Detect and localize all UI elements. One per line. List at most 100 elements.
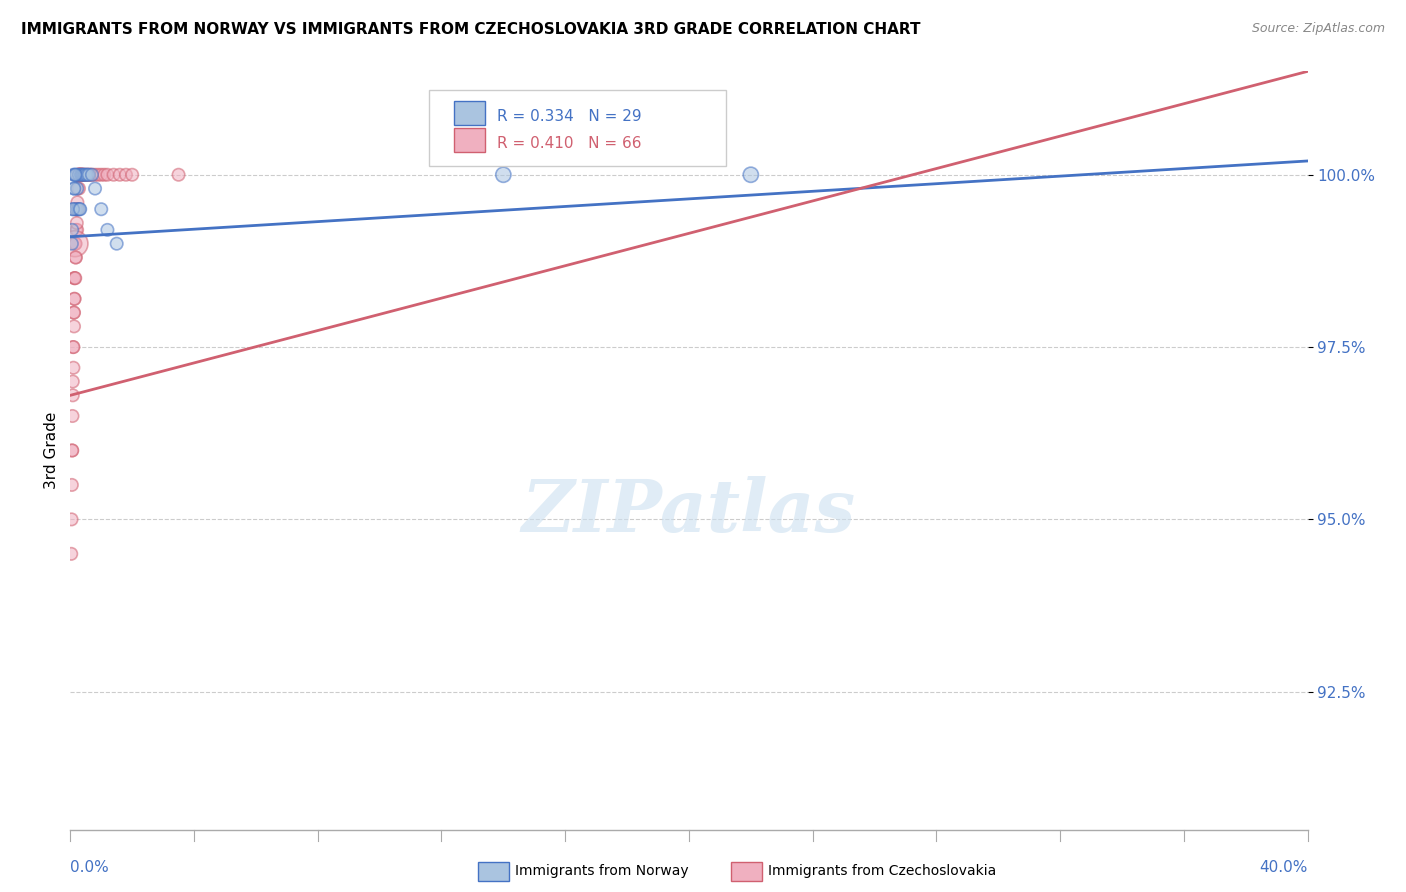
Point [70,168,93,182]
Text: R = 0.410   N = 66: R = 0.410 N = 66 [498,136,641,151]
Point [67,202,90,217]
Point [80,168,103,182]
Point [63,236,86,251]
Text: Immigrants from Norway: Immigrants from Norway [515,864,688,879]
Point [67,168,90,182]
Point [63,236,86,251]
Point [72,168,94,182]
Point [62,305,84,319]
Point [65,168,87,182]
Point [70,168,93,182]
Point [90,168,112,182]
Point [62,202,84,217]
Point [65,223,87,237]
Point [60,443,83,458]
Point [63,271,86,285]
Text: ZIPatlas: ZIPatlas [522,475,856,547]
Point [66,216,89,230]
Text: Source: ZipAtlas.com: Source: ZipAtlas.com [1251,22,1385,36]
Point [72,168,94,182]
Point [67,168,90,182]
Point [77,168,100,182]
Point [60,478,83,492]
Point [66,181,89,195]
Point [105,236,128,251]
Point [62,409,84,423]
Point [84,168,107,182]
Point [121,168,143,182]
Point [76,168,98,182]
Point [63,181,86,195]
Point [62,168,84,182]
Point [79,168,101,182]
Y-axis label: 3rd Grade: 3rd Grade [44,412,59,489]
Point [63,181,86,195]
FancyBboxPatch shape [429,90,725,166]
Point [87,168,110,182]
Text: Immigrants from Czechoslovakia: Immigrants from Czechoslovakia [768,864,995,879]
Point [60,443,83,458]
Point [65,202,87,217]
Point [73,168,96,182]
Point [492,168,515,182]
Point [65,202,87,217]
Point [103,168,125,182]
Point [65,168,87,182]
Point [60,512,83,526]
Point [65,236,87,251]
Point [67,168,90,182]
Text: 40.0%: 40.0% [1260,860,1308,875]
Point [73,168,96,182]
Point [93,168,115,182]
Text: IMMIGRANTS FROM NORWAY VS IMMIGRANTS FROM CZECHOSLOVAKIA 3RD GRADE CORRELATION C: IMMIGRANTS FROM NORWAY VS IMMIGRANTS FRO… [21,22,921,37]
Point [63,168,86,182]
Text: R = 0.334   N = 29: R = 0.334 N = 29 [498,109,641,124]
Point [62,202,84,217]
Point [60,236,83,251]
Point [77,168,100,182]
Point [65,251,87,265]
Point [60,547,83,561]
Point [69,202,91,217]
Point [740,168,762,182]
Point [65,236,87,251]
Point [62,375,84,389]
Point [67,168,90,182]
Point [67,202,90,217]
Point [69,202,91,217]
Point [96,223,118,237]
Point [70,168,93,182]
Text: 0.0%: 0.0% [70,860,110,875]
Point [76,168,98,182]
Point [63,271,86,285]
Point [67,168,90,182]
Point [65,202,87,217]
Point [63,292,86,306]
Point [62,388,84,402]
Point [65,202,87,217]
Point [63,319,86,334]
Point [96,168,118,182]
Point [63,305,86,319]
Point [65,251,87,265]
Point [66,223,89,237]
Point [75,168,97,182]
FancyBboxPatch shape [454,101,485,125]
Point [167,168,190,182]
Point [66,181,89,195]
Point [62,340,84,354]
Point [70,168,93,182]
Point [65,271,87,285]
Point [69,168,91,182]
Point [90,202,112,217]
Point [72,168,94,182]
Point [69,168,91,182]
Point [62,360,84,375]
Point [84,181,107,195]
Point [60,223,83,237]
Point [63,292,86,306]
Point [66,195,89,210]
Point [115,168,138,182]
Point [66,202,89,217]
FancyBboxPatch shape [454,128,485,153]
